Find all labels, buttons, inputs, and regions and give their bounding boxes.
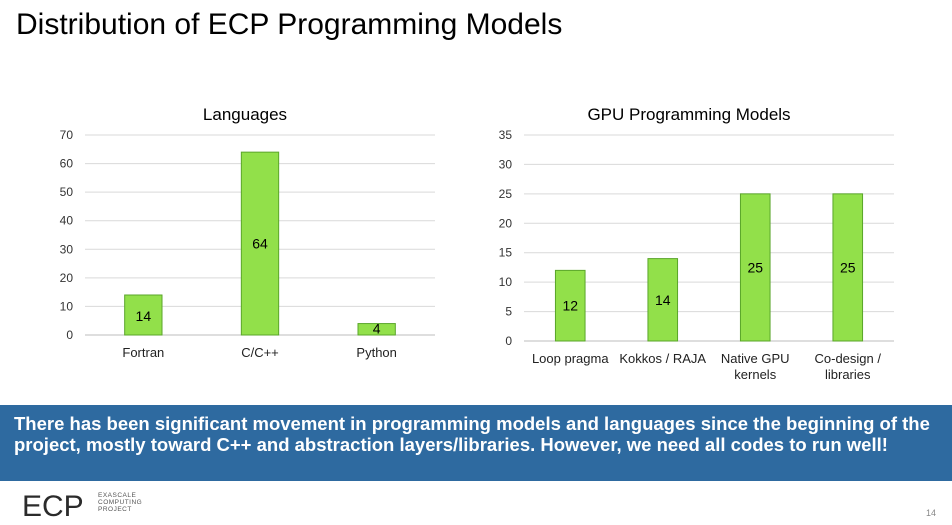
logo-text: ECP [22,490,84,521]
category-label: Native GPU kernels [721,351,790,382]
gpu-models-chart: GPU Programming Models 0 5 10 15 20 25 30 35 12 L… [474,100,904,390]
data-label: 14 [655,292,671,308]
data-label: 64 [252,236,268,252]
bar [739,193,771,342]
y-tick-label: 50 [60,185,74,199]
languages-plot: 0 10 20 30 40 50 60 70 14 Fortran 64 C/C++ 4 Python [60,128,435,360]
y-tick-label: 40 [60,214,74,228]
category-label: C/C++ [241,345,279,360]
y-tick-label: 30 [499,157,513,171]
y-tick-label: 60 [60,157,74,171]
data-label: 25 [840,259,856,275]
bar [240,151,280,336]
bar [554,269,586,342]
y-tick-label: 25 [499,187,513,201]
y-tick-label: 35 [499,128,513,142]
y-tick-label: 15 [499,246,513,260]
logo-subtext: EXASCALE COMPUTING PROJECT [98,492,143,513]
category-label: Python [356,345,396,360]
bar [124,294,163,336]
data-label: 4 [373,320,381,336]
gpu-models-plot: 0 5 10 15 20 25 30 35 12 Loop pragma 14 Kokkos / RA… [499,128,894,382]
bar [832,193,864,342]
y-tick-label: 5 [505,305,512,319]
bar [647,258,679,342]
y-tick-label: 70 [60,128,74,142]
y-tick-label: 10 [60,299,74,313]
y-tick-label: 30 [60,242,74,256]
data-label: 12 [562,298,578,314]
y-tick-label: 20 [60,271,74,285]
page-number: 14 [925,508,936,518]
banner-text: There has been significant movement in p… [14,413,930,455]
category-label: Kokkos / RAJA [619,351,706,366]
category-label: Loop pragma [532,351,609,366]
slide-title: Distribution of ECP Programming Models [16,8,563,41]
chart-title: GPU Programming Models [587,105,791,124]
category-label: Co-design / libraries [815,351,882,382]
languages-chart: Languages 0 10 20 30 40 50 60 70 14 Fortran 64 C/C+… [30,100,460,390]
y-tick-label: 20 [499,216,513,230]
y-tick-label: 0 [66,328,73,342]
category-label: Fortran [122,345,164,360]
bar [357,323,396,336]
y-tick-label: 10 [499,275,513,289]
ecp-logo: ECP [22,490,84,521]
chart-title: Languages [202,105,288,124]
data-label: 25 [747,259,763,275]
y-tick-label: 0 [505,334,512,348]
data-label: 14 [136,308,152,324]
summary-banner: There has been significant movement in p… [0,405,952,481]
